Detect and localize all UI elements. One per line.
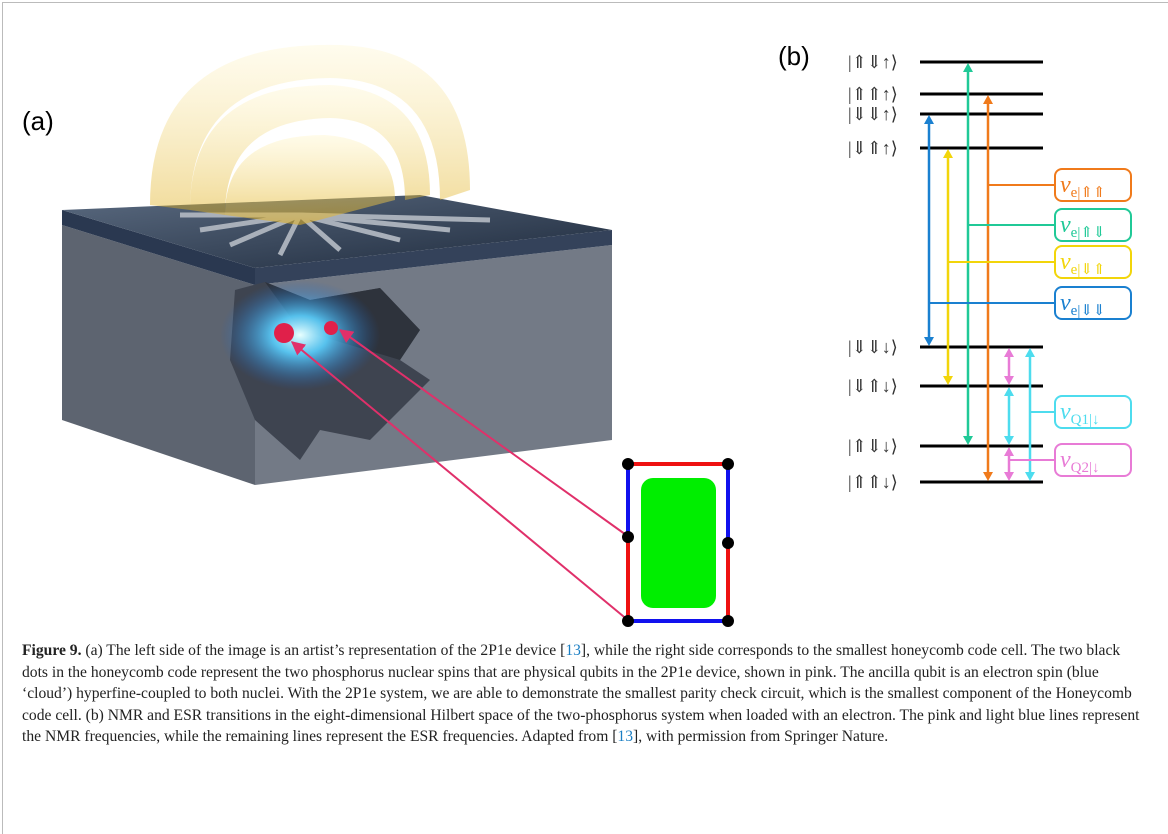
arrow-head	[1025, 472, 1035, 481]
arrow-head	[1004, 472, 1014, 481]
state-label: |⇑⇑↑⟩	[848, 84, 898, 104]
state-label: |⇑⇓↑⟩	[848, 52, 898, 72]
nu-subscript: Q2|↓	[1071, 460, 1100, 476]
nu-subscript: Q1|↓	[1071, 412, 1100, 428]
state-label: |⇓⇓↓⟩	[848, 337, 898, 357]
nu-symbol: ν	[1060, 290, 1071, 316]
arrow-head	[924, 115, 934, 124]
panel-label: (b)	[778, 41, 810, 71]
state-label: |⇑⇓↓⟩	[848, 436, 898, 456]
caption-text: ], with permission from Springer Nature.	[633, 728, 888, 745]
arrow-head	[1004, 447, 1014, 456]
energy-diagram: |⇑⇓↑⟩ |⇑⇑↑⟩|⇓⇓↑⟩ |⇓⇑↑⟩ |⇓⇓↓⟩ |⇓⇑↓⟩ |⇑⇓↓⟩ |⇑⇑↓⟩…	[848, 52, 1131, 492]
caption-label: Figure 9.	[22, 642, 81, 659]
reference: 13	[617, 728, 633, 745]
reference: 13	[565, 642, 581, 659]
arrow-head	[1004, 348, 1014, 357]
arrow-head	[963, 436, 973, 445]
caption-text: (a) The left side of the image is an art…	[81, 642, 565, 659]
figure: (a) (b) |⇑⇓↑⟩|⇑⇑↑⟩|⇓⇓↑⟩|⇓⇑↑⟩|⇓⇓↓⟩|⇓⇑↓⟩|⇑…	[0, 0, 1168, 640]
arrow-head	[943, 149, 953, 158]
arrow-head	[963, 63, 973, 72]
figure-caption: Figure 9. (a) The left side of the image…	[22, 640, 1148, 748]
arrow-head	[983, 95, 993, 104]
nu-symbol: ν	[1060, 249, 1071, 275]
state-label: |⇓⇑↓⟩	[848, 376, 898, 396]
nu-symbol: ν	[1060, 447, 1071, 473]
nu-symbol: ν	[1060, 399, 1071, 425]
nu-subscript: e|⇑⇑	[1071, 185, 1106, 201]
nu-subscript: e|⇓⇓	[1071, 303, 1106, 319]
nu-symbol: ν	[1060, 172, 1071, 198]
arrow-head	[1025, 348, 1035, 357]
state-label: |⇑⇑↓⟩	[848, 472, 898, 492]
arrow-head	[1004, 387, 1014, 396]
panel-label: (a)	[22, 106, 54, 136]
nu-symbol: ν	[1060, 212, 1071, 238]
honeycomb-cell	[622, 458, 734, 627]
arrow-head	[1004, 376, 1014, 385]
device-illustration	[62, 45, 629, 621]
arrow-head	[924, 337, 934, 346]
arrow-head	[943, 376, 953, 385]
arrow-head	[1004, 436, 1014, 445]
arrow-head	[983, 472, 993, 481]
page: (a) (b) |⇑⇓↑⟩|⇑⇑↑⟩|⇓⇓↑⟩|⇓⇑↑⟩|⇓⇓↓⟩|⇓⇑↓⟩|⇑…	[0, 0, 1168, 834]
state-label: |⇓⇓↑⟩	[848, 104, 898, 124]
nu-subscript: e|⇑⇓	[1071, 225, 1106, 241]
state-label: |⇓⇑↑⟩	[848, 138, 898, 158]
nu-subscript: e|⇓⇑	[1071, 262, 1106, 278]
